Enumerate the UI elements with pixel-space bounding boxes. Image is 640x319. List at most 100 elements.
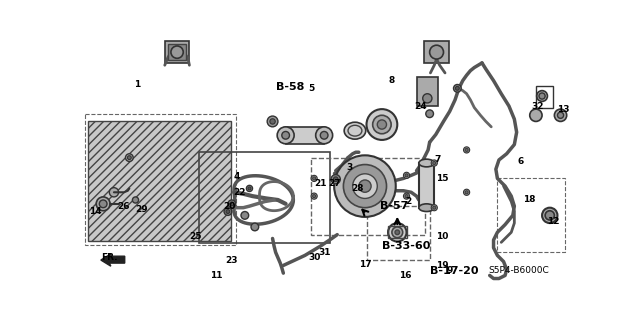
Circle shape [557, 112, 564, 118]
Circle shape [251, 223, 259, 231]
Circle shape [392, 227, 403, 238]
Text: S5P4-B6000C: S5P4-B6000C [488, 266, 549, 275]
Circle shape [99, 200, 107, 208]
Bar [419, 163, 435, 208]
Circle shape [248, 187, 251, 190]
Text: 1: 1 [134, 80, 140, 89]
Circle shape [267, 116, 278, 127]
Text: 5: 5 [308, 84, 314, 93]
Text: 28: 28 [351, 184, 364, 193]
Circle shape [405, 195, 408, 198]
Text: 27: 27 [328, 179, 340, 188]
Text: 30: 30 [308, 253, 321, 262]
Text: B-33-60: B-33-60 [382, 241, 430, 251]
Text: 14: 14 [89, 207, 102, 216]
Text: 19: 19 [436, 261, 448, 270]
Text: 4: 4 [234, 172, 241, 182]
Text: 12: 12 [547, 217, 559, 226]
Bar [417, 77, 438, 106]
Circle shape [228, 200, 236, 208]
Text: 10: 10 [436, 233, 448, 241]
Text: B-58: B-58 [276, 82, 305, 92]
Text: FR.: FR. [102, 253, 118, 262]
Circle shape [311, 193, 317, 199]
Circle shape [403, 193, 410, 199]
Bar [84, 114, 236, 245]
Text: B-57: B-57 [380, 201, 409, 211]
Bar [497, 178, 565, 252]
Circle shape [246, 185, 253, 191]
Circle shape [171, 46, 183, 58]
Circle shape [372, 115, 391, 134]
Circle shape [463, 147, 470, 153]
Text: 21: 21 [314, 179, 326, 188]
Bar [388, 226, 406, 239]
Text: 6: 6 [517, 157, 524, 166]
Circle shape [282, 131, 289, 139]
Circle shape [125, 154, 133, 161]
Circle shape [405, 174, 408, 177]
Ellipse shape [419, 159, 435, 167]
Text: 17: 17 [358, 260, 371, 269]
Bar [198, 152, 330, 243]
Text: 13: 13 [557, 105, 569, 114]
Circle shape [344, 165, 387, 208]
Circle shape [454, 85, 461, 92]
Text: 24: 24 [414, 101, 427, 111]
Circle shape [542, 208, 557, 223]
Bar [168, 44, 186, 60]
Text: 23: 23 [225, 256, 238, 264]
Text: B-17-20: B-17-20 [429, 266, 478, 276]
Circle shape [537, 91, 547, 101]
Circle shape [388, 223, 406, 241]
Circle shape [465, 148, 468, 152]
Circle shape [545, 211, 554, 220]
Circle shape [312, 177, 316, 180]
Bar [311, 158, 425, 235]
Circle shape [311, 175, 317, 182]
Bar [424, 41, 449, 63]
Circle shape [465, 191, 468, 194]
Text: 18: 18 [524, 196, 536, 204]
Circle shape [403, 172, 410, 178]
Text: 8: 8 [388, 76, 394, 85]
Circle shape [109, 188, 118, 197]
Bar [337, 171, 360, 188]
Circle shape [96, 197, 110, 211]
Circle shape [431, 204, 437, 211]
Circle shape [241, 211, 249, 219]
Circle shape [367, 109, 397, 140]
Circle shape [422, 94, 432, 103]
Circle shape [530, 109, 542, 122]
Text: 2: 2 [406, 197, 412, 206]
Polygon shape [101, 254, 125, 266]
Text: 32: 32 [531, 101, 544, 111]
Text: 11: 11 [210, 271, 223, 280]
Text: 15: 15 [436, 174, 448, 183]
Ellipse shape [344, 122, 365, 139]
Circle shape [230, 202, 234, 206]
Circle shape [463, 189, 470, 195]
Circle shape [395, 230, 399, 235]
Circle shape [353, 174, 378, 198]
Circle shape [132, 197, 139, 203]
Text: 7: 7 [434, 155, 440, 164]
Text: 31: 31 [318, 248, 330, 257]
Circle shape [554, 109, 566, 122]
Circle shape [429, 45, 444, 59]
Text: 29: 29 [135, 205, 148, 214]
Bar [285, 127, 324, 144]
Circle shape [433, 161, 436, 165]
Text: 20: 20 [223, 202, 236, 211]
Circle shape [456, 86, 460, 90]
Text: 26: 26 [118, 202, 130, 211]
Circle shape [320, 131, 328, 139]
Circle shape [127, 156, 131, 160]
Bar [164, 41, 189, 63]
Circle shape [539, 93, 545, 99]
Text: 22: 22 [233, 188, 246, 197]
Bar [88, 122, 231, 241]
Circle shape [333, 177, 338, 182]
Circle shape [426, 110, 433, 118]
Text: 16: 16 [399, 271, 412, 280]
